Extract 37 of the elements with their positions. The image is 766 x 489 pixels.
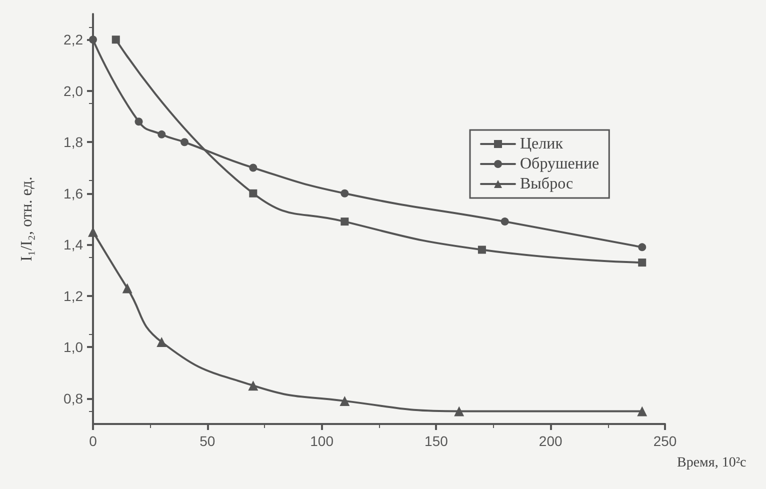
legend-label: Обрушение: [520, 156, 600, 172]
y-tick-label: 0,8: [64, 390, 84, 406]
x-axis-title: Время, 10²с: [677, 456, 746, 470]
point: [248, 380, 258, 391]
y-tick-label: 1,0: [64, 339, 84, 356]
y-axis-title: I₁/I₂, отн. ед.: [18, 176, 36, 262]
point: [638, 243, 646, 252]
y-tick-label: 1,4: [64, 236, 84, 253]
point: [122, 283, 132, 294]
point: [134, 118, 143, 126]
point: [340, 396, 350, 406]
point: [158, 130, 166, 138]
x-tick-label: 200: [538, 433, 562, 449]
point: [180, 138, 189, 146]
legend-label: Целик: [520, 136, 564, 152]
x-tick-label: 250: [653, 433, 677, 449]
point: [340, 218, 349, 226]
point: [454, 406, 464, 416]
y-tick-label: 2,0: [64, 82, 84, 99]
x-tick-label: 0: [89, 433, 98, 449]
x-tick-label: 150: [424, 433, 448, 449]
y-tick-label: 2,2: [64, 32, 84, 48]
y-tick-label: 1,6: [64, 185, 84, 202]
y-tick-label: 1,8: [64, 134, 84, 150]
legend-label: Выброс: [520, 176, 574, 192]
point: [637, 406, 648, 416]
point: [156, 337, 167, 347]
point: [638, 258, 646, 267]
point: [249, 164, 258, 172]
y-tick-label: 1,2: [64, 288, 84, 304]
point: [340, 189, 349, 198]
point: [500, 218, 509, 226]
point: [112, 36, 120, 44]
x-tick-label: 50: [200, 433, 216, 449]
point: [478, 246, 486, 254]
point: [249, 189, 258, 198]
x-tick-label: 100: [310, 433, 334, 449]
